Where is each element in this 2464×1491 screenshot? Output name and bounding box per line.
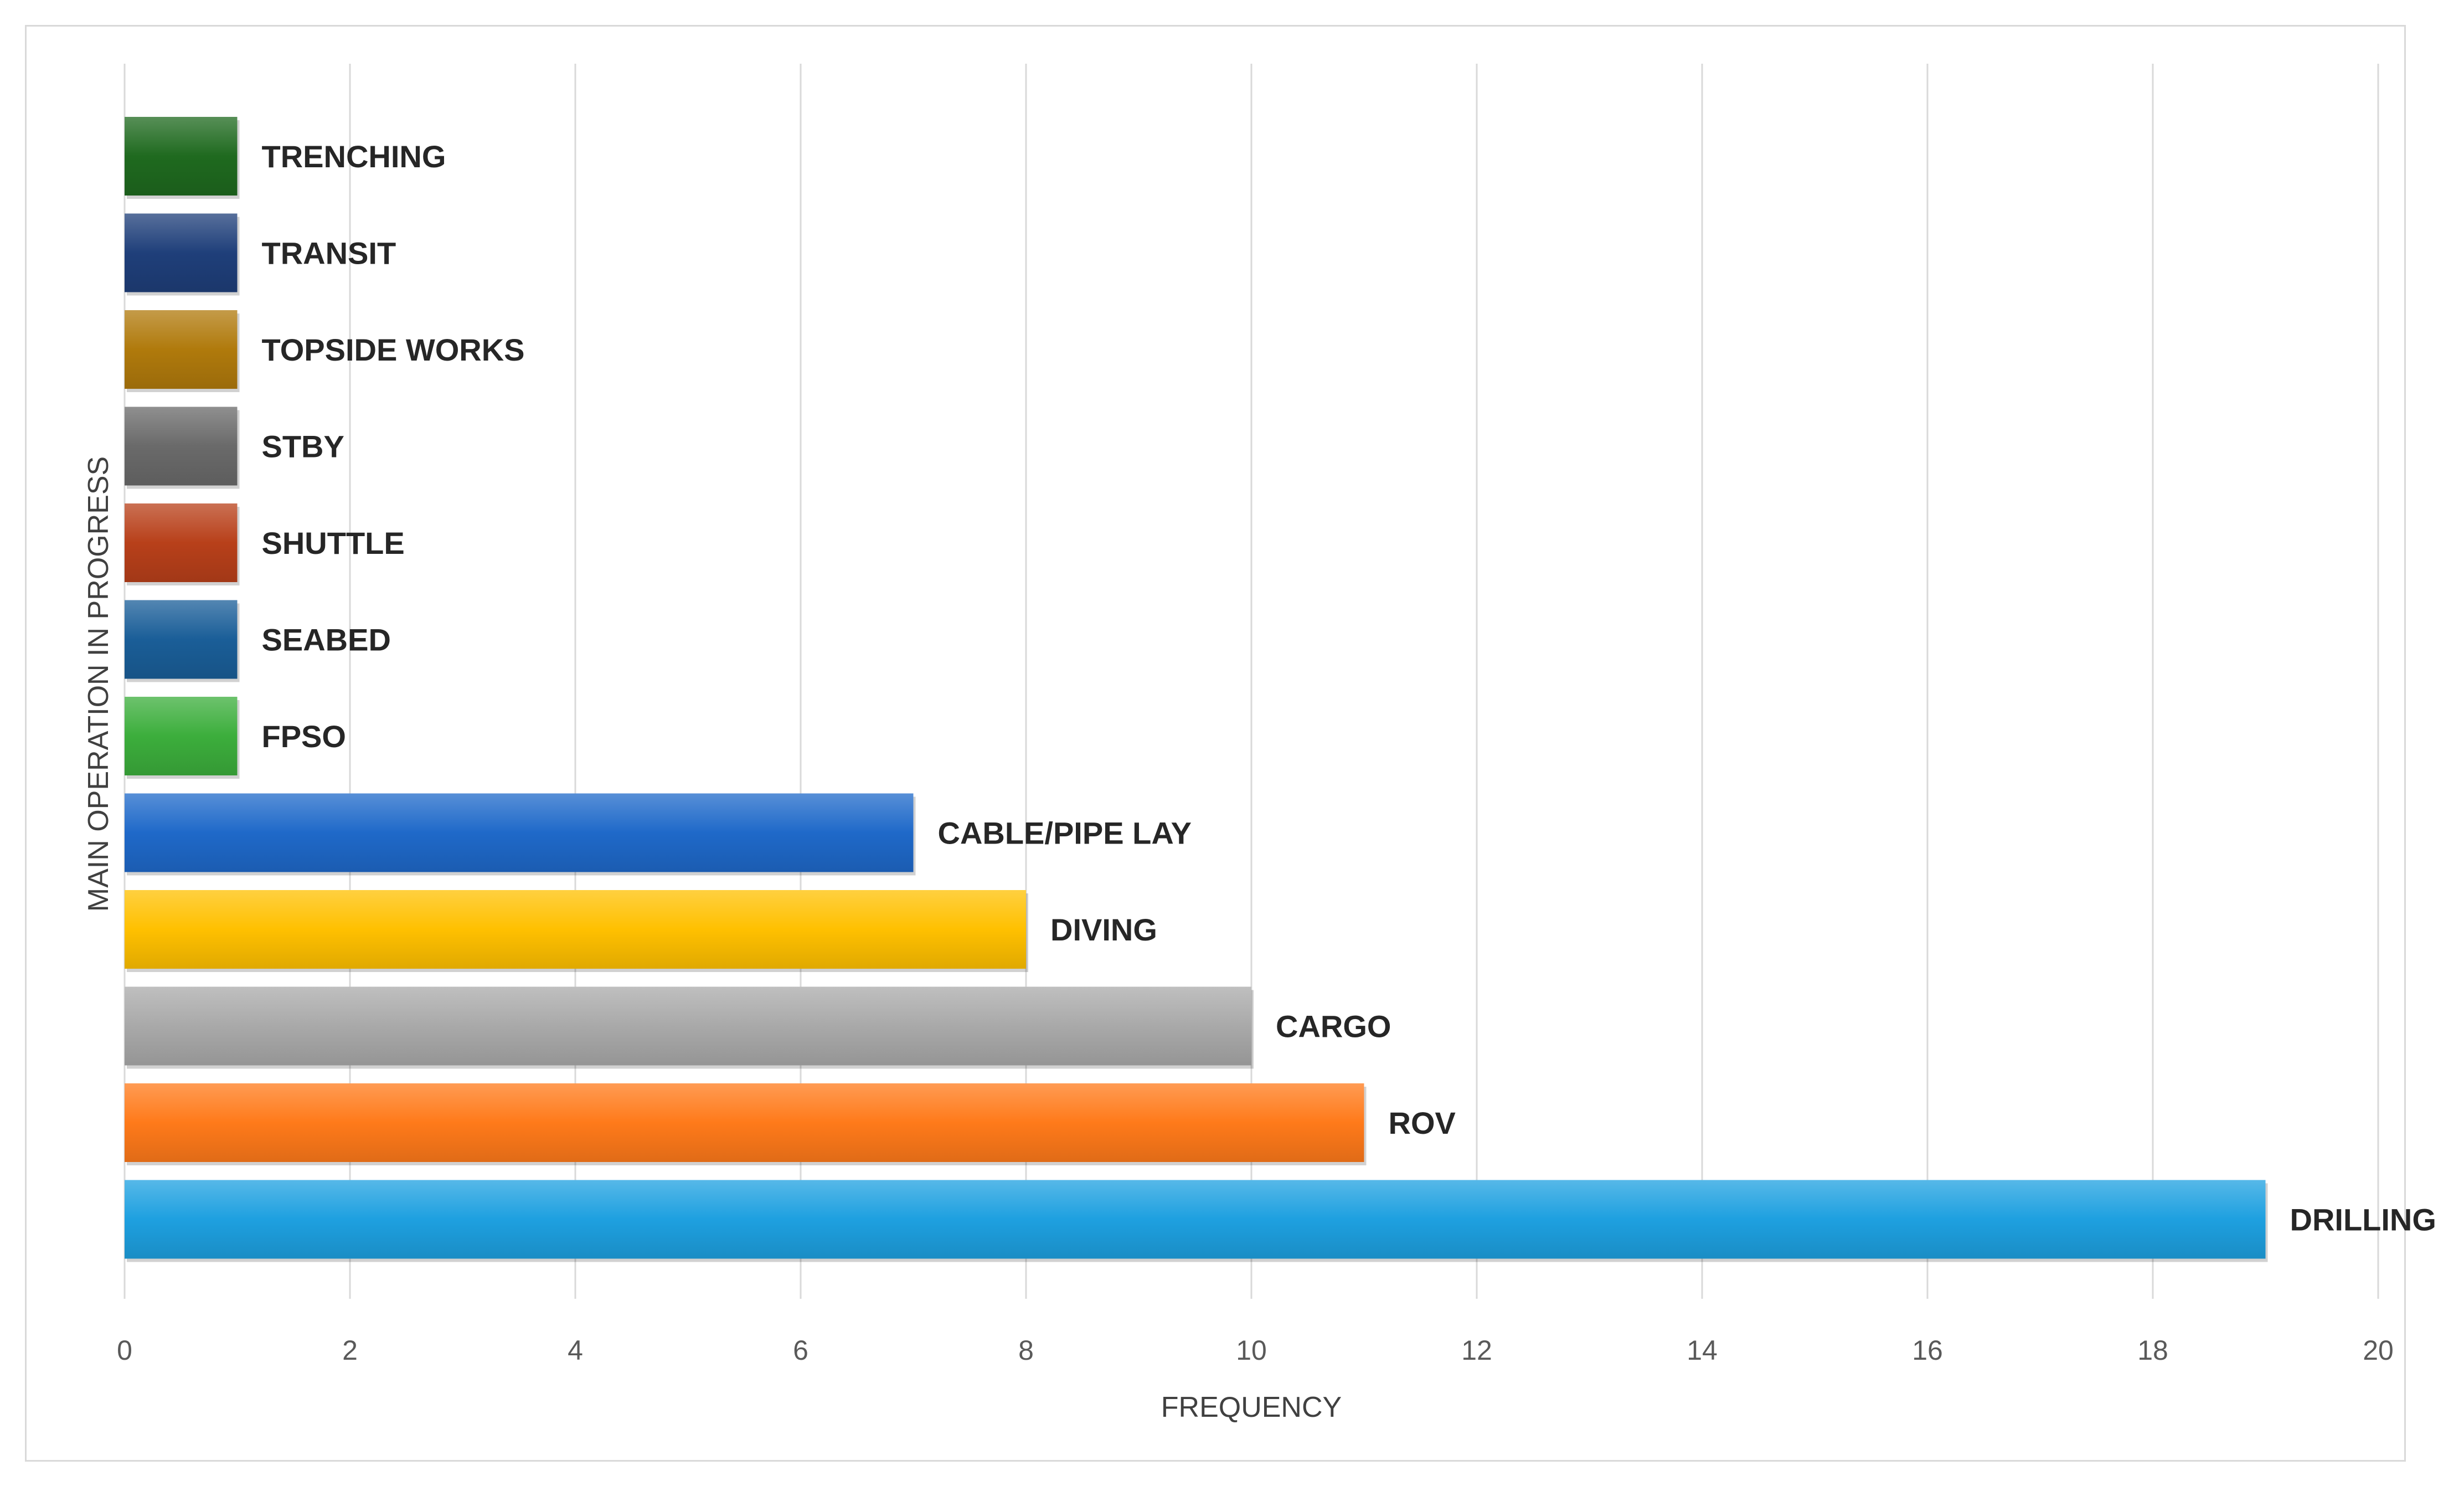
x-tick-label: 10 (1236, 1335, 1267, 1366)
bar-cargo (125, 986, 1251, 1066)
bar-labels: TRENCHING TRANSIT TOPSIDE WORKS STBY SHUTTLE… (262, 139, 2436, 1237)
bar-category-label: SHUTTLE (262, 526, 405, 561)
bar-trenching (125, 117, 238, 196)
x-tick-label: 20 (2363, 1335, 2394, 1366)
bar-shuttle (125, 503, 238, 582)
bar-rov (125, 1083, 1364, 1162)
x-tick-label: 14 (1687, 1335, 1718, 1366)
bar-category-label: DIVING (1050, 912, 1157, 947)
bar-category-label: STBY (262, 429, 344, 464)
bar-category-label: DRILLING (2290, 1202, 2436, 1237)
bar-category-label: TRANSIT (262, 236, 396, 271)
x-tick-label: 2 (342, 1335, 358, 1366)
bar-category-label: TOPSIDE WORKS (262, 332, 525, 367)
bar-drilling (125, 1180, 2266, 1259)
x-tick-label: 8 (1018, 1335, 1034, 1366)
bar-category-label: TRENCHING (262, 139, 446, 174)
x-tick-label: 16 (1912, 1335, 1943, 1366)
x-tick-label: 6 (793, 1335, 808, 1366)
bar-seabed (125, 600, 238, 679)
y-axis-title: MAIN OPERATION IN PROGRESS (83, 456, 115, 912)
bar-stby (125, 407, 238, 486)
x-axis-title: FREQUENCY (1161, 1391, 1342, 1423)
x-tick-label: 18 (2137, 1335, 2168, 1366)
bar-fpso (125, 697, 238, 775)
x-tick-label: 4 (568, 1335, 583, 1366)
bars (125, 117, 2268, 1262)
x-tick-labels: 0 2 4 6 8 10 12 14 16 18 20 (117, 1335, 2394, 1366)
bar-diving (125, 890, 1026, 969)
bar-topside-works (125, 310, 238, 389)
bar-cable-pipe-lay (125, 793, 914, 872)
bar-transit (125, 213, 238, 292)
bar-category-label: FPSO (262, 719, 346, 754)
x-tick-label: 12 (1461, 1335, 1492, 1366)
bar-category-label: SEABED (262, 623, 391, 657)
bar-category-label: CABLE/PIPE LAY (938, 816, 1192, 851)
x-tick-label: 0 (117, 1335, 132, 1366)
bar-category-label: CARGO (1276, 1009, 1391, 1044)
bar-category-label: ROV (1389, 1106, 1456, 1140)
